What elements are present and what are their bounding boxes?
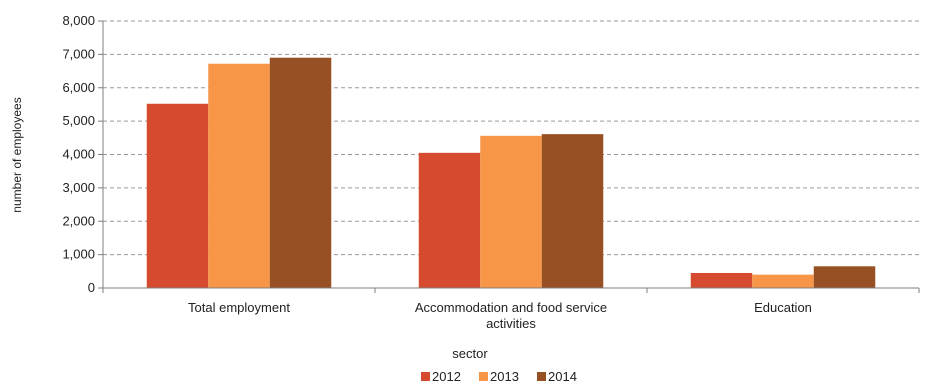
x-tick-label: Accommodation and food service bbox=[415, 300, 607, 315]
x-tick-label: activities bbox=[486, 316, 536, 331]
y-axis-ticks: 0 1,000 2,000 3,000 4,000 5,000 6,000 7,000 8,00… bbox=[62, 13, 103, 295]
y-tick-label: 8,000 bbox=[62, 13, 95, 28]
bar-2013-1 bbox=[480, 135, 542, 288]
bar-2012-1 bbox=[418, 152, 481, 288]
y-tick-label: 4,000 bbox=[62, 147, 95, 162]
bar-2012-2 bbox=[690, 272, 753, 288]
legend-swatch-2013 bbox=[479, 372, 488, 381]
bars bbox=[146, 57, 876, 289]
legend-label: 2012 bbox=[432, 369, 461, 383]
legend-swatch-2014 bbox=[537, 372, 546, 381]
legend-swatch-2012 bbox=[421, 372, 430, 381]
x-axis-title: sector bbox=[452, 346, 488, 361]
y-tick-label: 6,000 bbox=[62, 80, 95, 95]
legend: 2012 2013 2014 bbox=[421, 369, 577, 384]
y-tick-label: 3,000 bbox=[62, 180, 95, 195]
x-tick-label: Total employment bbox=[188, 300, 290, 315]
bar-2013-0 bbox=[208, 63, 270, 288]
bar-2014-0 bbox=[269, 57, 332, 289]
legend-label: 2014 bbox=[548, 369, 577, 383]
x-axis-ticks: Total employment Accommodation and food s… bbox=[188, 300, 812, 331]
y-tick-label: 0 bbox=[88, 280, 95, 295]
bar-2012-0 bbox=[146, 103, 209, 289]
axes bbox=[102, 21, 920, 293]
bar-2013-2 bbox=[752, 274, 814, 288]
x-tick-label: Education bbox=[754, 300, 812, 315]
legend-label: 2013 bbox=[490, 369, 519, 383]
y-tick-label: 2,000 bbox=[62, 213, 95, 228]
y-tick-label: 1,000 bbox=[62, 247, 95, 262]
y-axis-title: number of employees bbox=[10, 97, 24, 212]
y-tick-label: 5,000 bbox=[62, 113, 95, 128]
bar-2014-2 bbox=[813, 266, 876, 288]
bar-2014-1 bbox=[541, 134, 604, 288]
y-tick-label: 7,000 bbox=[62, 46, 95, 61]
